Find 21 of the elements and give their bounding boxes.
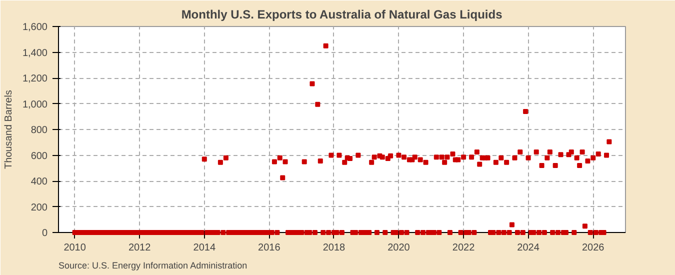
x-tick-label: 2026	[582, 242, 605, 254]
x-tick-label: 2010	[64, 242, 86, 254]
x-tick-label: 2014	[193, 242, 216, 254]
source-note: Source: U.S. Energy Information Administration	[58, 260, 248, 270]
y-tick-label: 1,000	[22, 99, 48, 110]
x-tick-label: 2018	[322, 242, 346, 254]
y-tick-label: 0	[42, 228, 48, 239]
y-tick-label: 1,400	[22, 48, 48, 59]
chart-title: Monthly U.S. Exports to Australia of Natural Gas Liquids	[181, 8, 503, 22]
y-tick-label: 600	[30, 150, 48, 162]
x-tick-label: 2024	[517, 242, 540, 254]
y-tick-label: 1,600	[22, 22, 48, 33]
y-tick-label: 200	[30, 202, 48, 214]
x-tick-label: 2012	[128, 242, 152, 254]
y-axis-title: Thousand Barrels	[3, 90, 14, 169]
x-tick-label: 2022	[452, 242, 476, 254]
y-tick-label: 1,200	[22, 74, 48, 84]
y-tick-label: 800	[30, 125, 48, 136]
x-tick-label: 2020	[388, 242, 410, 254]
y-tick-label: 400	[30, 176, 48, 188]
x-tick-label: 2016	[258, 242, 281, 254]
